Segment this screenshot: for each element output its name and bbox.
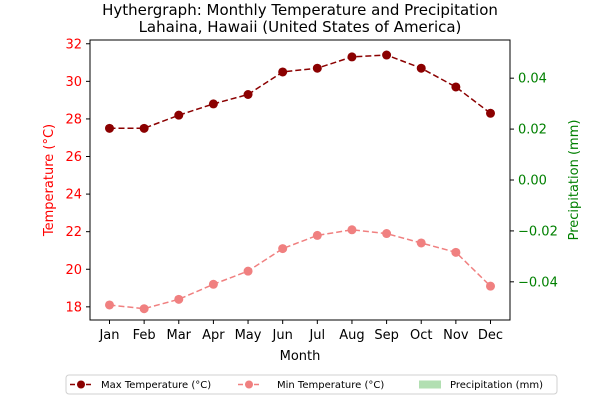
- chart-title-line2: Lahaina, Hawaii (United States of Americ…: [139, 18, 462, 36]
- max-temperature-c-point: [139, 123, 149, 133]
- max-temperature-c-point: [382, 50, 392, 60]
- x-tick-label: Apr: [202, 328, 225, 343]
- min-temperature-c-point: [312, 230, 322, 240]
- x-tick-label: Feb: [133, 328, 156, 343]
- max-temperature-c-point: [243, 89, 253, 99]
- max-temperature-c-line: [109, 54, 491, 130]
- max-temperature-c-point: [451, 82, 461, 92]
- max-temperature-c-point: [278, 67, 288, 77]
- y-left-tick-label: 24: [65, 188, 82, 203]
- legend-label: Min Temperature (°C): [277, 380, 384, 391]
- x-tick-label: Jul: [308, 328, 325, 343]
- y-left-tick-label: 22: [65, 225, 82, 240]
- x-tick-label: Jan: [98, 328, 119, 343]
- min-temperature-c-point: [105, 300, 114, 310]
- y-left-tick-label: 32: [65, 37, 82, 52]
- y-left-tick-label: 30: [65, 75, 82, 90]
- legend-swatch-precipitation: [419, 380, 441, 389]
- min-temperature-c-point: [416, 238, 426, 248]
- y-right-tick-label: −0.02: [518, 224, 558, 239]
- x-tick-label: May: [235, 328, 262, 343]
- chart-title-line1: Hythergraph: Monthly Temperature and Pre…: [102, 1, 498, 19]
- y-left-tick-label: 18: [65, 300, 82, 315]
- min-temperature-c-point: [347, 225, 357, 235]
- max-temperature-c-point: [416, 63, 426, 73]
- min-temperature-c-point: [208, 279, 218, 289]
- y-left-tick-label: 28: [65, 112, 82, 127]
- y-right-tick-label: 0.00: [518, 174, 547, 189]
- min-temperature-c-point: [486, 281, 495, 291]
- legend-swatch-marker: [77, 380, 85, 389]
- min-temperature-c-point: [139, 304, 149, 314]
- x-tick-label: Dec: [478, 328, 503, 343]
- y-right-tick-label: −0.04: [518, 275, 558, 290]
- min-temperature-c-point: [382, 229, 392, 239]
- legend-box: [65, 374, 558, 395]
- x-axis-label: Month: [280, 349, 321, 364]
- y-left-tick-label: 20: [65, 263, 82, 278]
- max-temperature-c-point: [105, 123, 114, 133]
- legend: Max Temperature (°C) Min Temperature (°C)…: [65, 374, 558, 395]
- y-axis-left-label: Temperature (°C): [42, 124, 57, 237]
- x-tick-label: Nov: [443, 328, 469, 343]
- legend-label: Precipitation (mm): [450, 380, 543, 391]
- y-left-tick-label: 26: [65, 150, 82, 165]
- x-tick-label: Jun: [272, 328, 293, 343]
- series-layer: [105, 50, 495, 314]
- x-tick-label: Mar: [167, 328, 192, 343]
- y-right-tick-label: 0.02: [518, 123, 547, 138]
- legend-swatch-marker: [245, 380, 253, 389]
- min-temperature-c-point: [174, 294, 184, 304]
- max-temperature-c-point: [174, 110, 184, 120]
- max-temperature-c-point: [347, 52, 357, 62]
- x-tick-label: Oct: [410, 328, 432, 343]
- min-temperature-c-point: [278, 244, 288, 254]
- x-tick-label: Aug: [339, 328, 364, 343]
- plot-frame: [89, 39, 511, 321]
- x-tick-label: Sep: [374, 328, 399, 343]
- max-temperature-c-point: [312, 63, 322, 73]
- min-temperature-c-line: [109, 229, 492, 310]
- max-temperature-c-point: [208, 99, 218, 109]
- min-temperature-c-point: [243, 266, 253, 276]
- axes-layer: Jan Feb Mar Apr May Jun Jul Aug Sep Oct Nov Dec 18 20…: [65, 37, 557, 343]
- legend-label: Max Temperature (°C): [101, 380, 211, 391]
- y-axis-right-label: Precipitation (mm): [567, 120, 582, 241]
- min-temperature-c-point: [451, 247, 461, 257]
- y-right-tick-label: 0.04: [518, 72, 547, 87]
- max-temperature-c-point: [486, 108, 495, 118]
